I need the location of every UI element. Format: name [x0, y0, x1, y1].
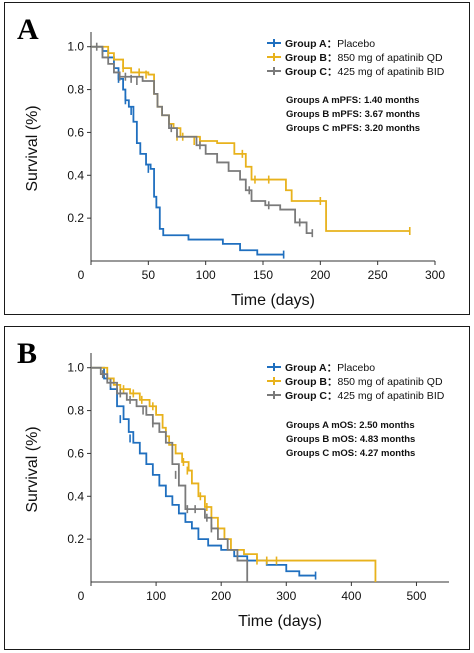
y-tick-label: 0.6 [67, 125, 84, 139]
group-b-survival-curve [91, 366, 377, 582]
legend-label: Group C：425 mg of apatinib BID [285, 390, 445, 402]
legend-item: Group B：850 mg of apatinib QD [267, 376, 443, 388]
legend-label: Group A：Placebo [285, 38, 375, 50]
median-annotation: Groups A mOS: 2.50 months [286, 420, 415, 431]
legend-label: Group C：425 mg of apatinib BID [285, 66, 445, 78]
y-tick-label: 0.2 [67, 532, 84, 546]
y-tick-label: 0.8 [67, 404, 84, 418]
y-tick-label: 0.8 [67, 83, 84, 97]
panel-a-pfs-chart: A 0 50 100 150 200 250 300 0.2 0.4 0.6 0.8 1.0 Time (… [4, 2, 470, 315]
x-tick-label: 50 [142, 268, 156, 282]
median-annotation: Groups B mPFS: 3.67 months [286, 109, 420, 120]
x-tick-label: 250 [368, 268, 388, 282]
x-tick-label: 100 [146, 589, 166, 603]
y-tick-label: 0.2 [67, 211, 84, 225]
x-tick-label: 200 [310, 268, 330, 282]
x-tick-label: 100 [196, 268, 216, 282]
x-tick-label: 300 [276, 589, 296, 603]
x-tick-label: 0 [78, 268, 85, 282]
y-axis-title: Survival (%) [24, 426, 41, 512]
median-annotation: Groups A mPFS: 1.40 months [286, 95, 419, 106]
panel-label: B [17, 337, 37, 370]
y-tick-label: 1.0 [67, 40, 84, 54]
panel-label: A [17, 13, 39, 46]
x-axis-title: Time (days) [231, 292, 315, 309]
median-annotation: Groups C mOS: 4.27 months [286, 448, 415, 459]
group-c-survival-curve [91, 366, 249, 582]
legend-item: Group A：Placebo [267, 362, 375, 374]
group-a-survival-curve [91, 366, 316, 577]
legend-label: Group B：850 mg of apatinib QD [285, 376, 443, 388]
panel-b-os-chart: B 0 100 200 300 400 500 0.2 0.4 0.6 0.8 1.0 Time (da… [4, 326, 470, 650]
legend-item: Group C：425 mg of apatinib BID [267, 66, 445, 78]
median-annotation: Groups B mOS: 4.83 months [286, 434, 415, 445]
y-tick-label: 0.6 [67, 446, 84, 460]
y-axis-title: Survival (%) [24, 105, 41, 191]
group-a-survival-curve [91, 45, 284, 256]
x-tick-label: 150 [253, 268, 273, 282]
y-tick-label: 1.0 [67, 361, 84, 375]
median-annotation: Groups C mPFS: 3.20 months [286, 123, 420, 134]
x-tick-label: 500 [406, 589, 426, 603]
legend-item: Group B：850 mg of apatinib QD [267, 52, 443, 64]
x-tick-label: 300 [425, 268, 445, 282]
x-tick-label: 200 [211, 589, 231, 603]
chart-a-svg: A 0 50 100 150 200 250 300 0.2 0.4 0.6 0.8 1.0 Time (… [17, 13, 445, 309]
y-tick-label: 0.4 [67, 168, 84, 182]
x-tick-label: 400 [341, 589, 361, 603]
chart-b-svg: B 0 100 200 300 400 500 0.2 0.4 0.6 0.8 1.0 Time (da… [17, 337, 449, 630]
legend-label: Group A：Placebo [285, 362, 375, 374]
group-c-survival-curve [91, 45, 313, 235]
legend-item: Group A：Placebo [267, 38, 375, 50]
legend-item: Group C：425 mg of apatinib BID [267, 390, 445, 402]
x-axis-title: Time (days) [238, 613, 322, 630]
x-tick-label: 0 [78, 589, 85, 603]
legend-label: Group B：850 mg of apatinib QD [285, 52, 443, 64]
y-tick-label: 0.4 [67, 489, 84, 503]
